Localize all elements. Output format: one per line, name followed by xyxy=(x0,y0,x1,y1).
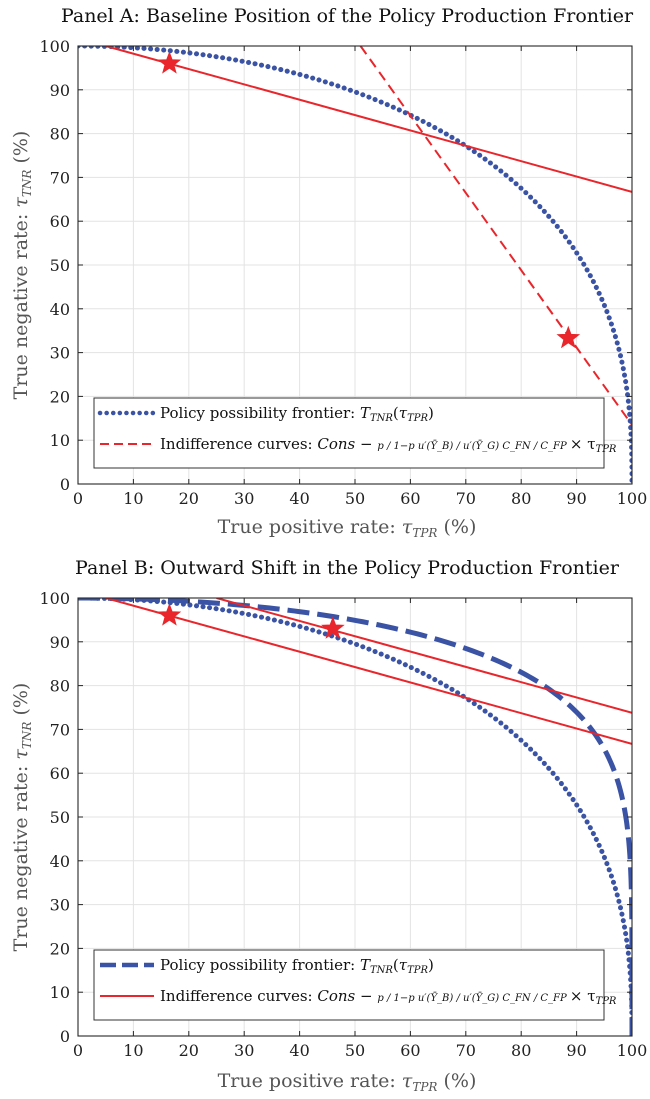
tick-label-x: 10 xyxy=(123,489,143,508)
tick-label-x: 0 xyxy=(73,489,83,508)
plot-area xyxy=(78,598,632,1036)
indifference-line xyxy=(359,46,632,426)
legend-label: Policy possibility frontier: TTNR(τTPR) xyxy=(160,956,434,976)
tick-label-y: 50 xyxy=(50,808,70,827)
frontier-curve xyxy=(78,598,632,1036)
legend-label: Indifference curves: Cons − p / 1−p u′(Ȳ… xyxy=(160,987,617,1007)
legend-label: Policy possibility frontier: TTNR(τTPR) xyxy=(160,404,434,424)
tick-label-y: 50 xyxy=(50,256,70,275)
tick-label-x: 80 xyxy=(511,489,531,508)
tick-label-x: 70 xyxy=(456,489,476,508)
x-axis-label: True positive rate: τTPR (%) xyxy=(218,516,477,540)
tick-label-x: 60 xyxy=(400,1041,420,1060)
tick-label-y: 100 xyxy=(39,37,70,56)
tick-label-y: 10 xyxy=(50,431,70,450)
grid xyxy=(78,46,632,484)
tick-label-y: 30 xyxy=(50,896,70,915)
tick-label-x: 30 xyxy=(234,1041,254,1060)
tick-label-x: 90 xyxy=(566,1041,586,1060)
tick-label-x: 60 xyxy=(400,489,420,508)
y-axis-label: True negative rate: τTNR (%) xyxy=(10,683,34,952)
tick-label-y: 40 xyxy=(50,300,70,319)
tick-label-y: 60 xyxy=(50,764,70,783)
legend-label: Indifference curves: Cons − p / 1−p u′(Ȳ… xyxy=(160,435,617,455)
y-axis-label: True negative rate: τTNR (%) xyxy=(10,131,34,400)
legend-box xyxy=(93,949,605,1021)
tick-label-y: 40 xyxy=(50,852,70,871)
star-marker xyxy=(556,325,581,349)
tick-label-y: 100 xyxy=(39,589,70,608)
tick-label-y: 10 xyxy=(50,983,70,1002)
tick-label-x: 90 xyxy=(566,489,586,508)
tick-label-y: 80 xyxy=(50,125,70,144)
indifference-line xyxy=(216,598,632,714)
panel-title: Panel B: Outward Shift in the Policy Pro… xyxy=(75,557,620,579)
tick-label-x: 10 xyxy=(123,1041,143,1060)
tick-label-y: 80 xyxy=(50,677,70,696)
tick-label-x: 20 xyxy=(179,489,199,508)
tick-label-x: 30 xyxy=(234,489,254,508)
frontier-curve xyxy=(78,598,632,1036)
tick-label-x: 50 xyxy=(345,1041,365,1060)
tick-label-x: 20 xyxy=(179,1041,199,1060)
frontier-curve xyxy=(78,46,632,484)
tick-label-y: 0 xyxy=(60,475,70,494)
panel-b: Panel B: Outward Shift in the Policy Pro… xyxy=(10,557,647,1094)
tick-label-x: 70 xyxy=(456,1041,476,1060)
tick-label-y: 70 xyxy=(50,168,70,187)
tick-label-x: 100 xyxy=(617,1041,648,1060)
tick-label-y: 30 xyxy=(50,344,70,363)
legend: Policy possibility frontier: TTNR(τTPR) I… xyxy=(93,949,617,1021)
star-marker xyxy=(157,603,182,626)
x-axis-label: True positive rate: τTPR (%) xyxy=(218,1070,477,1094)
tick-label-x: 100 xyxy=(617,489,648,508)
indifference-line xyxy=(105,598,632,745)
tick-label-x: 40 xyxy=(289,1041,309,1060)
tick-label-y: 60 xyxy=(50,212,70,231)
panel-a: Panel A: Baseline Position of the Policy… xyxy=(10,5,647,540)
tick-label-y: 70 xyxy=(50,720,70,739)
tick-label-y: 20 xyxy=(50,387,70,406)
tick-label-x: 40 xyxy=(289,489,309,508)
tick-label-y: 90 xyxy=(50,633,70,652)
tick-label-x: 80 xyxy=(511,1041,531,1060)
tick-label-y: 20 xyxy=(50,939,70,958)
panel-title: Panel A: Baseline Position of the Policy… xyxy=(61,5,634,27)
tick-label-y: 0 xyxy=(60,1027,70,1046)
grid xyxy=(78,598,632,1036)
legend-box xyxy=(93,397,605,469)
star-marker xyxy=(157,51,182,74)
tick-label-x: 50 xyxy=(345,489,365,508)
tick-label-x: 0 xyxy=(73,1041,83,1060)
plot-area xyxy=(78,46,632,484)
tick-label-y: 90 xyxy=(50,81,70,100)
star-marker xyxy=(321,616,345,639)
indifference-line xyxy=(105,46,632,193)
legend: Policy possibility frontier: TTNR(τTPR) I… xyxy=(93,397,617,469)
